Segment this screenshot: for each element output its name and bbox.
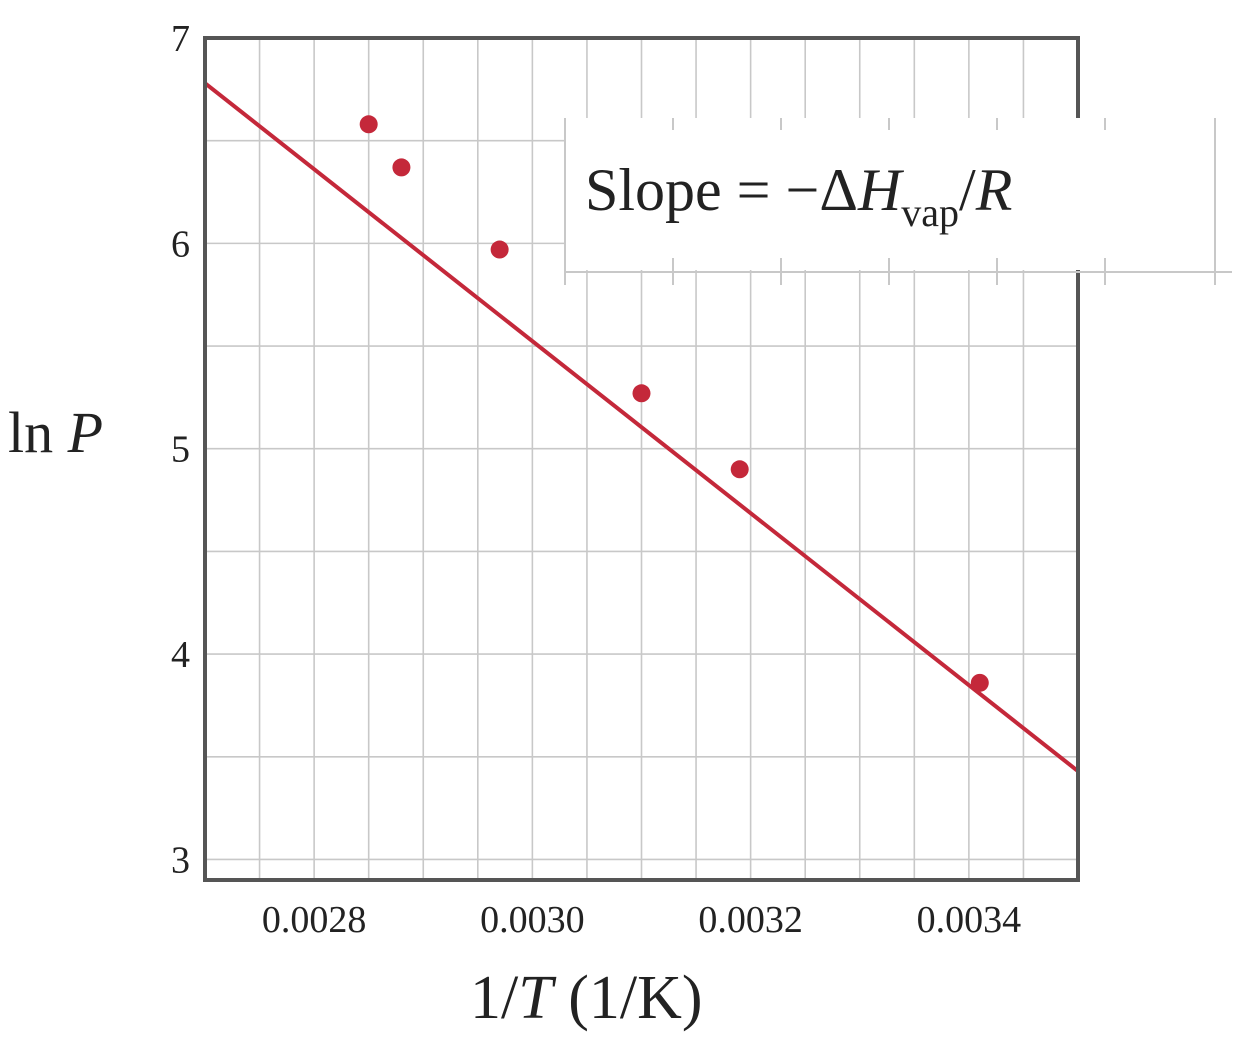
slope-annotation: Slope = −ΔHvap/R xyxy=(564,118,1232,285)
y-axis-label: ln P xyxy=(8,400,103,465)
x-tick-labels: 0.0028 0.0030 0.0032 0.0034 xyxy=(262,899,1021,941)
y-tick-label: 7 xyxy=(171,18,190,60)
x-tick-label: 0.0028 xyxy=(262,899,367,941)
data-point xyxy=(490,240,509,259)
x-tick-label: 0.0030 xyxy=(480,899,585,941)
data-point xyxy=(730,460,749,479)
y-tick-label: 5 xyxy=(171,429,190,471)
x-axis-label: 1/T (1/K) xyxy=(470,964,703,1032)
y-tick-label: 6 xyxy=(171,223,190,265)
annotation-box xyxy=(565,118,1215,270)
data-point xyxy=(632,384,651,403)
data-points xyxy=(359,115,989,692)
data-point xyxy=(970,673,989,692)
x-tick-label: 0.0032 xyxy=(698,899,803,941)
fit-line xyxy=(203,81,1080,773)
y-tick-label: 3 xyxy=(171,839,190,881)
x-tick-label: 0.0034 xyxy=(917,899,1022,941)
plot-frame xyxy=(203,36,1080,882)
y-tick-labels: 3 4 5 6 7 xyxy=(171,18,190,881)
annotation-box-grid xyxy=(564,118,1232,285)
slope-formula: Slope = −ΔHvap/R xyxy=(585,157,1012,235)
data-point xyxy=(359,115,378,134)
y-tick-label: 4 xyxy=(171,634,190,676)
data-point xyxy=(392,158,411,177)
